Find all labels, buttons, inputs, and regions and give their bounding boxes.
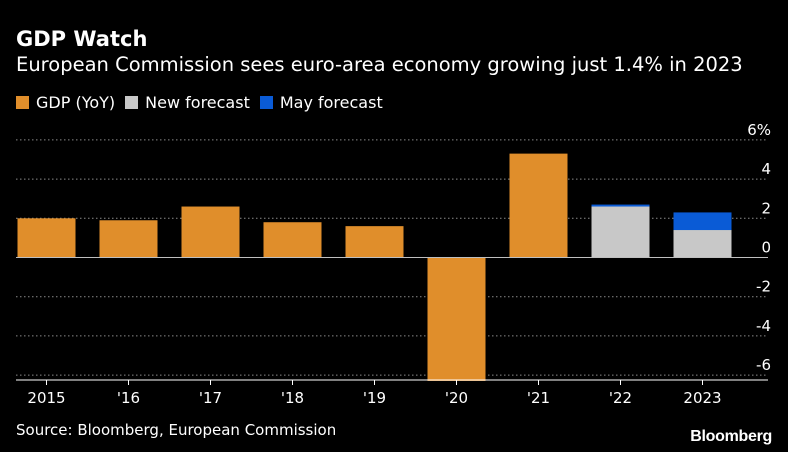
legend-swatch-may-forecast — [259, 95, 273, 109]
x-tick-label-5: '20 — [445, 389, 468, 407]
bar-new-forecast-7 — [591, 206, 650, 258]
bar-new-forecast-8 — [673, 230, 732, 258]
y-tick-label-4: -2 — [756, 278, 771, 296]
legend-label-new-forecast: New forecast — [145, 92, 250, 112]
legend-item-may-forecast: May forecast — [259, 92, 383, 112]
legend-label-may-forecast: May forecast — [279, 92, 383, 112]
x-tick-label-4: '19 — [363, 389, 386, 407]
y-tick-label-5: -4 — [756, 317, 771, 335]
y-tick-label-3: 0 — [761, 239, 771, 257]
bar-gdp-3 — [263, 222, 322, 258]
source-note: Source: Bloomberg, European Commission — [16, 421, 337, 439]
bar-gdp-2 — [181, 206, 240, 258]
bar-gdp-1 — [99, 220, 158, 258]
y-tick-label-6: -6 — [756, 356, 771, 374]
x-tick-label-0: 2015 — [27, 389, 65, 407]
legend-swatch-new-forecast — [125, 95, 139, 109]
bloomberg-logo: Bloomberg — [690, 428, 772, 445]
chart-subtitle: European Commission sees euro-area econo… — [16, 53, 743, 76]
x-tick-label-8: 2023 — [683, 389, 721, 407]
x-tick-label-6: '21 — [527, 389, 550, 407]
legend-item-new-forecast: New forecast — [125, 93, 250, 112]
legend-label-gdp: GDP (YoY) — [36, 92, 116, 112]
bar-gdp-5 — [427, 257, 486, 381]
y-tick-label-2: 2 — [761, 199, 771, 217]
legend-swatch-gdp — [16, 95, 29, 109]
x-tick-label-3: '18 — [281, 389, 304, 407]
y-tick-label-0: 6% — [747, 121, 771, 139]
x-tick-label-1: '16 — [117, 389, 140, 407]
x-tick-label-2: '17 — [199, 389, 222, 407]
y-tick-label-1: 4 — [761, 160, 771, 178]
x-tick-label-7: '22 — [609, 389, 632, 407]
chart-title: GDP Watch — [16, 27, 148, 51]
chart-legend: GDP (YoY) New forecast May forecast — [16, 91, 393, 113]
bar-gdp-6 — [509, 153, 568, 258]
legend-item-gdp: GDP (YoY) — [16, 93, 115, 112]
bar-gdp-4 — [345, 226, 404, 258]
bar-gdp-0 — [17, 218, 76, 258]
